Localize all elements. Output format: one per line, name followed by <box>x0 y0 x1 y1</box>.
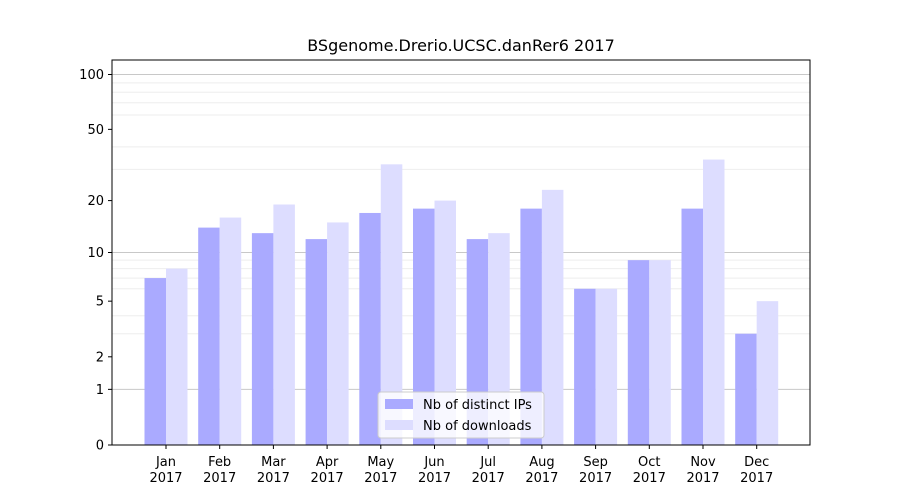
x-tick-label: Apr 2017 <box>311 455 344 486</box>
legend-box <box>377 391 545 439</box>
bar-downloads <box>219 217 242 445</box>
bar-distinct-ips <box>413 208 435 445</box>
x-tick-label: May 2017 <box>364 455 397 486</box>
bar-distinct-ips <box>251 233 274 445</box>
y-tick-label: 20 <box>87 194 104 209</box>
bar-distinct-ips <box>681 208 703 445</box>
x-tick-label: Sep 2017 <box>579 455 612 486</box>
x-tick-label: Aug 2017 <box>525 455 558 486</box>
x-tick-label: Feb 2017 <box>203 455 236 486</box>
bar-distinct-ips <box>520 208 542 445</box>
bar-downloads <box>756 301 779 445</box>
x-tick-label: Jun 2017 <box>418 455 451 486</box>
chart-title: BSgenome.Drerio.UCSC.danRer6 2017 <box>307 36 615 55</box>
x-tick-label: Jul 2017 <box>472 455 505 486</box>
bar-distinct-ips <box>574 288 596 445</box>
bar-distinct-ips <box>198 227 220 445</box>
y-axis: 0 1 2 5 10 20 50 100 <box>79 68 112 454</box>
bar-downloads <box>327 222 349 445</box>
bar-downloads <box>380 164 403 445</box>
bar-downloads <box>166 268 188 445</box>
bar-downloads <box>649 260 671 445</box>
bar-distinct-ips <box>359 212 381 445</box>
x-tick-label: Oct 2017 <box>633 455 666 486</box>
bar-downloads <box>703 159 725 445</box>
legend-label: Nb of distinct IPs <box>423 398 532 413</box>
x-tick-label: Dec 2017 <box>740 455 773 486</box>
bar-distinct-ips <box>144 278 166 445</box>
x-tick-label: Mar 2017 <box>257 455 290 486</box>
legend-swatch <box>385 399 413 409</box>
bar-downloads <box>595 288 618 445</box>
x-tick-label: Nov 2017 <box>686 455 719 486</box>
bar-distinct-ips <box>305 239 328 445</box>
bar-distinct-ips <box>627 260 650 445</box>
y-tick-label: 0 <box>96 439 104 454</box>
legend-swatch <box>385 420 413 430</box>
x-tick-label: Jan 2017 <box>149 455 182 486</box>
legend-label: Nb of downloads <box>423 419 532 434</box>
y-tick-label: 5 <box>96 295 104 310</box>
y-tick-label: 2 <box>96 350 104 365</box>
bar-downloads <box>434 200 456 445</box>
legend: Nb of distinct IPs Nb of downloads <box>377 391 545 439</box>
bar-distinct-ips <box>735 333 757 445</box>
bar-downloads <box>273 204 295 445</box>
bar-downloads <box>541 189 564 445</box>
y-tick-label: 100 <box>79 68 104 83</box>
y-tick-label: 1 <box>96 383 104 398</box>
y-tick-label: 10 <box>87 246 104 261</box>
x-axis: Jan 2017 Feb 2017 Mar 2017 Apr 2017 May 2017 Jun 20… <box>149 445 773 486</box>
y-tick-label: 50 <box>87 123 104 138</box>
